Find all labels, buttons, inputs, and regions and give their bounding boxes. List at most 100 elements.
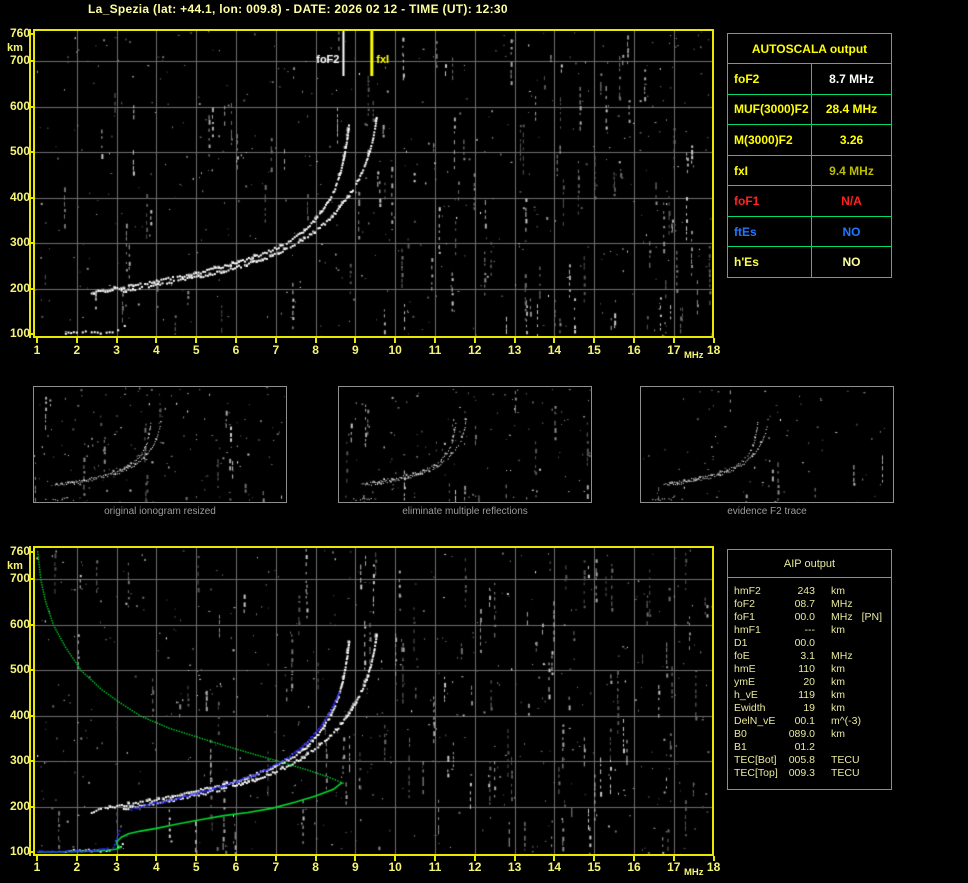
x-axis-tick-label: 12 xyxy=(468,343,482,357)
autoscala-row: fxI 9.4 MHz xyxy=(728,155,891,187)
aip-row-value: 00.1 xyxy=(794,715,815,727)
y-axis-unit-bottom: km xyxy=(7,560,23,572)
x-axis-tick-label: 8 xyxy=(312,343,319,357)
x-axis-tick-label: 17 xyxy=(667,343,681,357)
aip-row-value: 3.1 xyxy=(800,650,815,662)
x-axis-tick-label: 10 xyxy=(388,860,402,874)
autoscala-row-label: MUF(3000)F2 xyxy=(728,94,812,125)
x-axis-unit-bottom: MHz xyxy=(684,867,704,878)
x-axis-tick xyxy=(473,856,476,861)
ionogram-plot xyxy=(33,29,714,338)
x-axis-tick xyxy=(235,338,237,343)
y-axis-tick xyxy=(29,33,33,36)
x-axis-tick xyxy=(513,856,516,861)
x-axis-tick xyxy=(354,338,357,343)
thumbnail-eliminate-reflections xyxy=(338,386,592,503)
aip-row: DelN_vE 00.1 m^(-3) xyxy=(734,715,891,728)
aip-row: B1 01.2 xyxy=(734,741,891,754)
aip-row-value: 009.3 xyxy=(788,767,815,779)
aip-row: hmF1 --- km xyxy=(734,624,891,637)
autoscala-row-label: foF2 xyxy=(728,64,812,94)
autoscala-row: ftEs NO xyxy=(728,216,891,248)
autoscala-row-label: ftEs xyxy=(728,216,812,247)
aip-row-value: 089.0 xyxy=(788,728,815,740)
x-axis-tick-label: 18 xyxy=(706,860,721,874)
y-axis-tick-label: 400 xyxy=(9,189,30,204)
x-axis-tick-label: 6 xyxy=(232,343,240,357)
autoscala-row-value: 28.4 MHz xyxy=(825,102,878,117)
x-axis-tick-label: 2 xyxy=(73,343,81,357)
x-axis-tick xyxy=(434,856,436,861)
y-axis-tick-label: 200 xyxy=(9,280,30,295)
aip-row-value: 005.8 xyxy=(788,754,815,766)
y-axis-tick xyxy=(29,242,33,245)
x-axis-tick-label: 5 xyxy=(192,860,200,874)
x-axis-tick-label: 1 xyxy=(33,343,41,357)
x-axis-tick xyxy=(195,338,198,343)
aip-row-value: --- xyxy=(804,624,816,636)
y-axis-tick xyxy=(29,151,33,154)
x-axis-tick xyxy=(553,856,556,861)
aip-row-label: B0 xyxy=(734,728,747,740)
aip-row: foF1 00.0 MHz [PN] xyxy=(734,611,891,624)
autoscala-row-value: NO xyxy=(842,255,861,270)
autoscala-row-value: NO xyxy=(842,224,861,239)
aip-row: TEC[Bot] 005.8 TECU xyxy=(734,754,891,767)
x-axis-tick-label: 16 xyxy=(627,860,641,874)
aip-row-label: TEC[Top] xyxy=(734,767,778,779)
x-axis-tick-label: 9 xyxy=(352,860,359,874)
x-axis-tick xyxy=(314,338,317,343)
thumbnail-eliminate-canvas xyxy=(339,387,591,502)
x-axis-tick xyxy=(394,856,397,861)
y-axis-tick xyxy=(29,333,33,335)
x-axis-tick-label: 17 xyxy=(667,860,681,874)
x-axis-tick xyxy=(593,856,596,861)
x-axis-tick-label: 5 xyxy=(192,343,200,357)
x-axis-tick xyxy=(115,338,118,343)
x-axis-tick xyxy=(195,856,198,861)
aip-row-label: hmE xyxy=(734,663,756,675)
aip-row: h_vE 119 km xyxy=(734,689,891,702)
y-axis-unit-top: km xyxy=(7,42,23,54)
aip-row-label: foF2 xyxy=(734,598,756,610)
x-axis-tick xyxy=(235,856,237,861)
aip-row-label: h_vE xyxy=(734,689,758,701)
y-axis-tick-label: 300 xyxy=(9,235,30,250)
x-axis-tick-label: 6 xyxy=(232,860,240,874)
aip-table-rows: hmF2 243 km foF2 08.7 MHz foF1 00.0 MHz [PN] hmF1 -… xyxy=(728,578,891,780)
aip-row: B0 089.0 km xyxy=(734,728,891,741)
x-axis-tick-label: 15 xyxy=(587,860,601,874)
x-axis-tick xyxy=(354,856,357,861)
y-axis-tick xyxy=(29,805,33,808)
x-axis-tick xyxy=(553,338,556,343)
x-axis-tick-label: 14 xyxy=(547,860,562,874)
x-axis-tick xyxy=(513,338,516,343)
x-axis-tick xyxy=(75,338,78,343)
aip-row-unit: TECU xyxy=(831,754,860,766)
x-axis-tick xyxy=(672,856,675,861)
aip-row-label: D1 xyxy=(734,637,748,649)
x-axis-tick-label: 8 xyxy=(312,860,319,874)
aip-row-unit: TECU xyxy=(831,767,860,779)
x-axis-tick xyxy=(593,338,596,343)
x-axis-tick-label: 11 xyxy=(428,860,442,874)
autoscala-row: foF1 N/A xyxy=(728,186,891,217)
aip-row-label: ymE xyxy=(734,676,755,688)
y-axis-tick xyxy=(29,623,33,626)
y-axis-tick-label: 200 xyxy=(9,798,30,813)
x-axis-tick-label: 4 xyxy=(153,860,160,874)
autoscala-row-value: 8.7 MHz xyxy=(829,71,874,86)
aip-row-label: Ewidth xyxy=(734,702,766,714)
x-axis-tick-label: 15 xyxy=(587,343,601,357)
y-axis-tick-label: 600 xyxy=(9,98,30,113)
thumbnail-caption: evidence F2 trace xyxy=(727,506,807,517)
aip-row-label: TEC[Bot] xyxy=(734,754,777,766)
y-axis-tick xyxy=(29,196,33,199)
x-axis-tick-label: 12 xyxy=(468,860,482,874)
aip-row-value: 00.0 xyxy=(794,611,815,623)
y-axis-tick xyxy=(29,669,33,672)
x-axis-tick-label: 7 xyxy=(272,860,280,874)
autoscala-row: foF2 8.7 MHz xyxy=(728,64,891,95)
y-axis-tick xyxy=(29,578,33,581)
x-axis-tick-label: 13 xyxy=(507,860,522,874)
